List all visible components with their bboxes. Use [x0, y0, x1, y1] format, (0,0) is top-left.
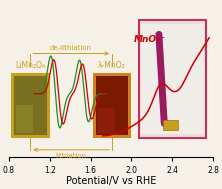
Bar: [14, 76, 47, 135]
Bar: [96, 76, 128, 135]
Bar: [11, 73, 50, 138]
Text: lithiation: lithiation: [56, 153, 87, 159]
Text: MnO₄⁻: MnO₄⁻: [134, 35, 166, 44]
Text: de-lithiation: de-lithiation: [50, 45, 92, 51]
Bar: [163, 120, 178, 130]
Bar: [16, 105, 33, 133]
X-axis label: Potential/V vs RHE: Potential/V vs RHE: [66, 176, 156, 186]
Text: λ-MnO₂: λ-MnO₂: [98, 61, 126, 70]
Bar: [93, 73, 131, 138]
Text: LiMn₂O₄: LiMn₂O₄: [15, 61, 45, 70]
Bar: [98, 108, 115, 133]
Bar: [141, 24, 204, 134]
Bar: [139, 20, 206, 138]
